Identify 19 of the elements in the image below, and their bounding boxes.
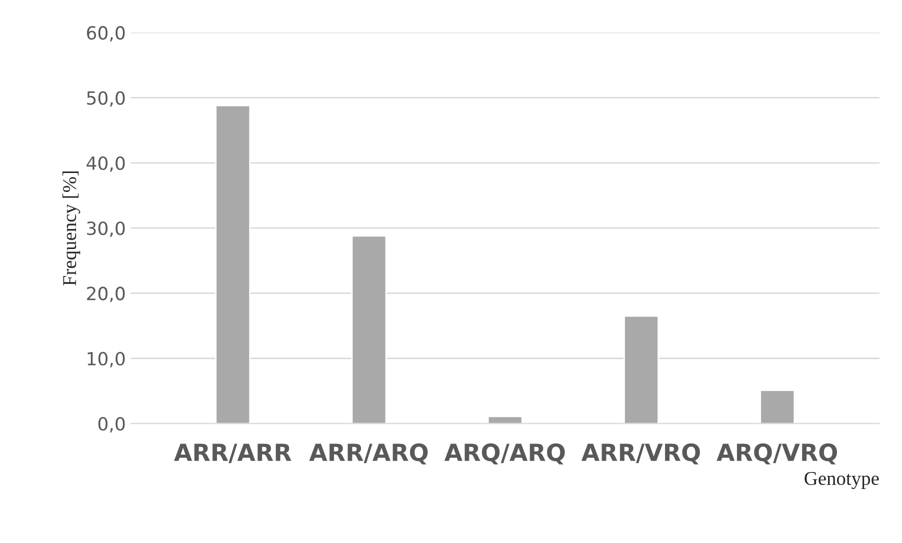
y-tick-label: 40,0 (86, 156, 125, 172)
x-tick-label: ARQ/VRQ (716, 443, 838, 464)
x-tick-label: ARR/ARR (174, 444, 292, 464)
x-tick-label: ARR/ARQ (309, 443, 428, 464)
y-tick-label: 20,0 (87, 286, 125, 302)
bar (760, 390, 796, 424)
y-tick-label: 10,0 (88, 352, 125, 368)
bar (215, 104, 251, 424)
y-axis-title: Frequency [%] (62, 171, 80, 286)
y-tick-label: 0,0 (98, 417, 125, 432)
bar (487, 416, 523, 424)
y-tick-label: 60,0 (86, 26, 125, 42)
x-tick-label: ARQ/ARQ (444, 443, 565, 464)
y-tick-label: 30,0 (87, 222, 125, 238)
bar (624, 315, 659, 424)
x-tick-label: ARR/VRQ (581, 443, 700, 464)
y-tick-label: 50,0 (87, 91, 125, 107)
x-axis-title: Genotype (804, 472, 879, 490)
bar (351, 235, 387, 424)
